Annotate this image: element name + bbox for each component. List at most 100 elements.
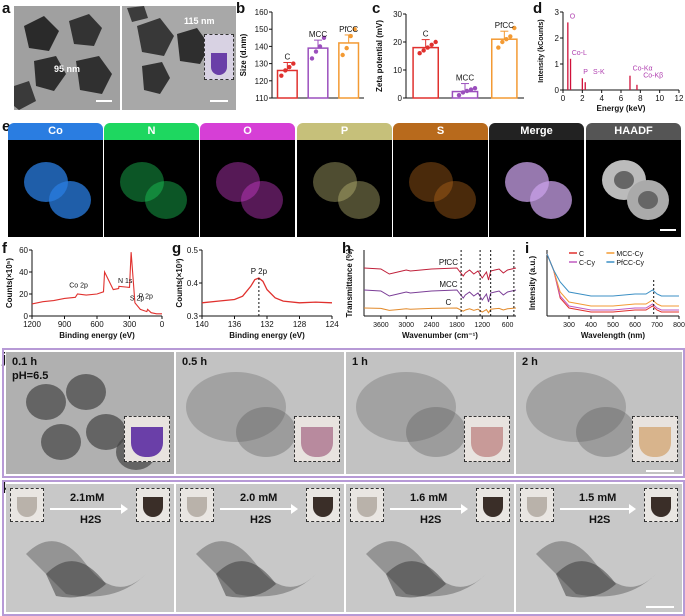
data-point xyxy=(279,73,284,78)
data-point xyxy=(348,33,353,39)
eds-map-p xyxy=(297,140,392,237)
y-tick-label: 1 xyxy=(555,60,560,69)
particle-core xyxy=(614,171,634,189)
data-point xyxy=(512,25,517,31)
category-label-c: C xyxy=(423,30,429,39)
ftir-line-pfcc xyxy=(363,267,517,281)
x-tick-label: 8 xyxy=(638,94,643,103)
time-label: 1 h xyxy=(352,356,368,368)
y-axis-label: Counts(×10³) xyxy=(175,258,184,307)
particle xyxy=(530,181,572,219)
nanosheet xyxy=(386,561,446,598)
x-tick-label: 140 xyxy=(195,320,209,329)
data-point xyxy=(317,44,323,49)
aggregate xyxy=(356,372,456,442)
tem-image-j-1: 0.1 h pH=6.5 xyxy=(6,352,174,474)
legend-label-mcc-cy: MCC-Cy xyxy=(616,251,643,258)
eds-map-n xyxy=(104,140,199,237)
vial-liquid xyxy=(17,497,37,517)
tem-image-pfcc: 115 nm xyxy=(122,6,236,110)
vial-liquid xyxy=(357,497,377,517)
concentration-label: 1.5 mM xyxy=(579,492,617,504)
y-tick-label: 0.5 xyxy=(187,246,199,255)
x-tick-label: 700 xyxy=(651,322,663,329)
concentration-label: 2.1mM xyxy=(70,492,105,504)
x-tick-label: 10 xyxy=(655,94,664,103)
x-tick-label: 800 xyxy=(673,322,685,329)
x-tick-label: 128 xyxy=(293,320,307,329)
x-tick-label: 132 xyxy=(260,320,274,329)
aggregate xyxy=(186,372,286,442)
y-axis-label: Size (d.nm) xyxy=(239,33,248,76)
vial-before xyxy=(350,488,384,522)
particle-core xyxy=(638,191,658,209)
y-tick-label: 0.3 xyxy=(187,312,199,321)
panel-label-f: f xyxy=(2,240,7,257)
particle xyxy=(120,162,164,202)
peak-annotation: N 1s xyxy=(118,278,133,285)
tem-image-j-3: 1 h xyxy=(346,352,514,474)
panel-label-i: i xyxy=(525,240,530,257)
particle xyxy=(86,414,126,450)
y-tick-label: 20 xyxy=(393,38,402,47)
arrow-head xyxy=(121,504,128,514)
series-label-c: C xyxy=(446,298,452,307)
x-tick-label: 0 xyxy=(561,94,566,103)
x-tick-label: 600 xyxy=(502,322,514,329)
peak-annotation: Co-Kα xyxy=(633,66,653,73)
x-tick-label: 136 xyxy=(228,320,242,329)
scale-bar xyxy=(210,100,228,102)
peak-annotation: Co 2p xyxy=(69,282,88,289)
eds-header-n: N xyxy=(104,123,199,140)
eds-header-p: P xyxy=(297,123,392,140)
tem-image-k-1: 2.1mM H2S xyxy=(6,484,174,612)
arrow-head xyxy=(629,504,636,514)
data-point xyxy=(340,52,345,58)
panel-label-g: g xyxy=(172,240,182,257)
chart-h: 3600 3000 2400 1800 1200 600 Wavenumber (cm⁻¹)… xyxy=(345,248,517,340)
x-tick-label: 300 xyxy=(123,320,137,329)
eds-map-o xyxy=(200,140,295,237)
data-point xyxy=(429,42,434,47)
vial-liquid xyxy=(187,497,207,517)
x-tick-label: 300 xyxy=(563,322,575,329)
x-tick-label: 12 xyxy=(675,94,684,103)
eds-header-o: O xyxy=(200,123,295,140)
vial-liquid xyxy=(143,497,163,517)
uv-line-mcc-cy xyxy=(546,253,679,307)
vial-before xyxy=(520,488,554,522)
panel-k-frame xyxy=(2,480,685,616)
y-axis-label: Counts(×10⁵) xyxy=(5,258,14,309)
gas-label: H2S xyxy=(80,514,102,526)
gas-label: H2S xyxy=(420,514,442,526)
x-tick-label: 6 xyxy=(619,94,624,103)
uv-line-c-cy xyxy=(546,253,679,311)
scale-bar xyxy=(646,470,674,472)
y-tick-label: 10 xyxy=(393,66,402,75)
data-point xyxy=(352,27,357,32)
y-tick-label: 140 xyxy=(255,42,269,51)
peak-annotation: P 2p xyxy=(139,293,153,300)
vial-after xyxy=(476,488,510,522)
eds-header-haadf: HAADF xyxy=(586,123,681,140)
data-point xyxy=(472,86,478,91)
size-label-c: 95 nm xyxy=(54,64,81,74)
vial-liquid xyxy=(483,497,503,517)
x-tick-label: 400 xyxy=(585,322,597,329)
panel-j-frame xyxy=(2,348,685,478)
vial-liquid xyxy=(313,497,333,517)
x-tick-label: 1200 xyxy=(23,320,41,329)
x-tick-label: 500 xyxy=(607,322,619,329)
category-label-mcc: MCC xyxy=(309,30,327,39)
eds-header-s: S xyxy=(393,123,488,140)
bar-pfcc xyxy=(490,38,518,99)
x-axis-label: Binding energy (eV) xyxy=(229,331,305,340)
peak-annotation: Co-Kβ xyxy=(643,73,663,80)
data-point xyxy=(460,90,466,95)
data-point xyxy=(309,56,315,61)
particle xyxy=(434,181,476,219)
legend-label-c-cy: C-Cy xyxy=(579,260,595,267)
chart-i: 300 400 500 600 700 800 Wavelength (nm) Intensi… xyxy=(528,250,685,340)
x-tick-label: 0 xyxy=(160,320,165,329)
peak-annotation: P xyxy=(583,69,588,76)
